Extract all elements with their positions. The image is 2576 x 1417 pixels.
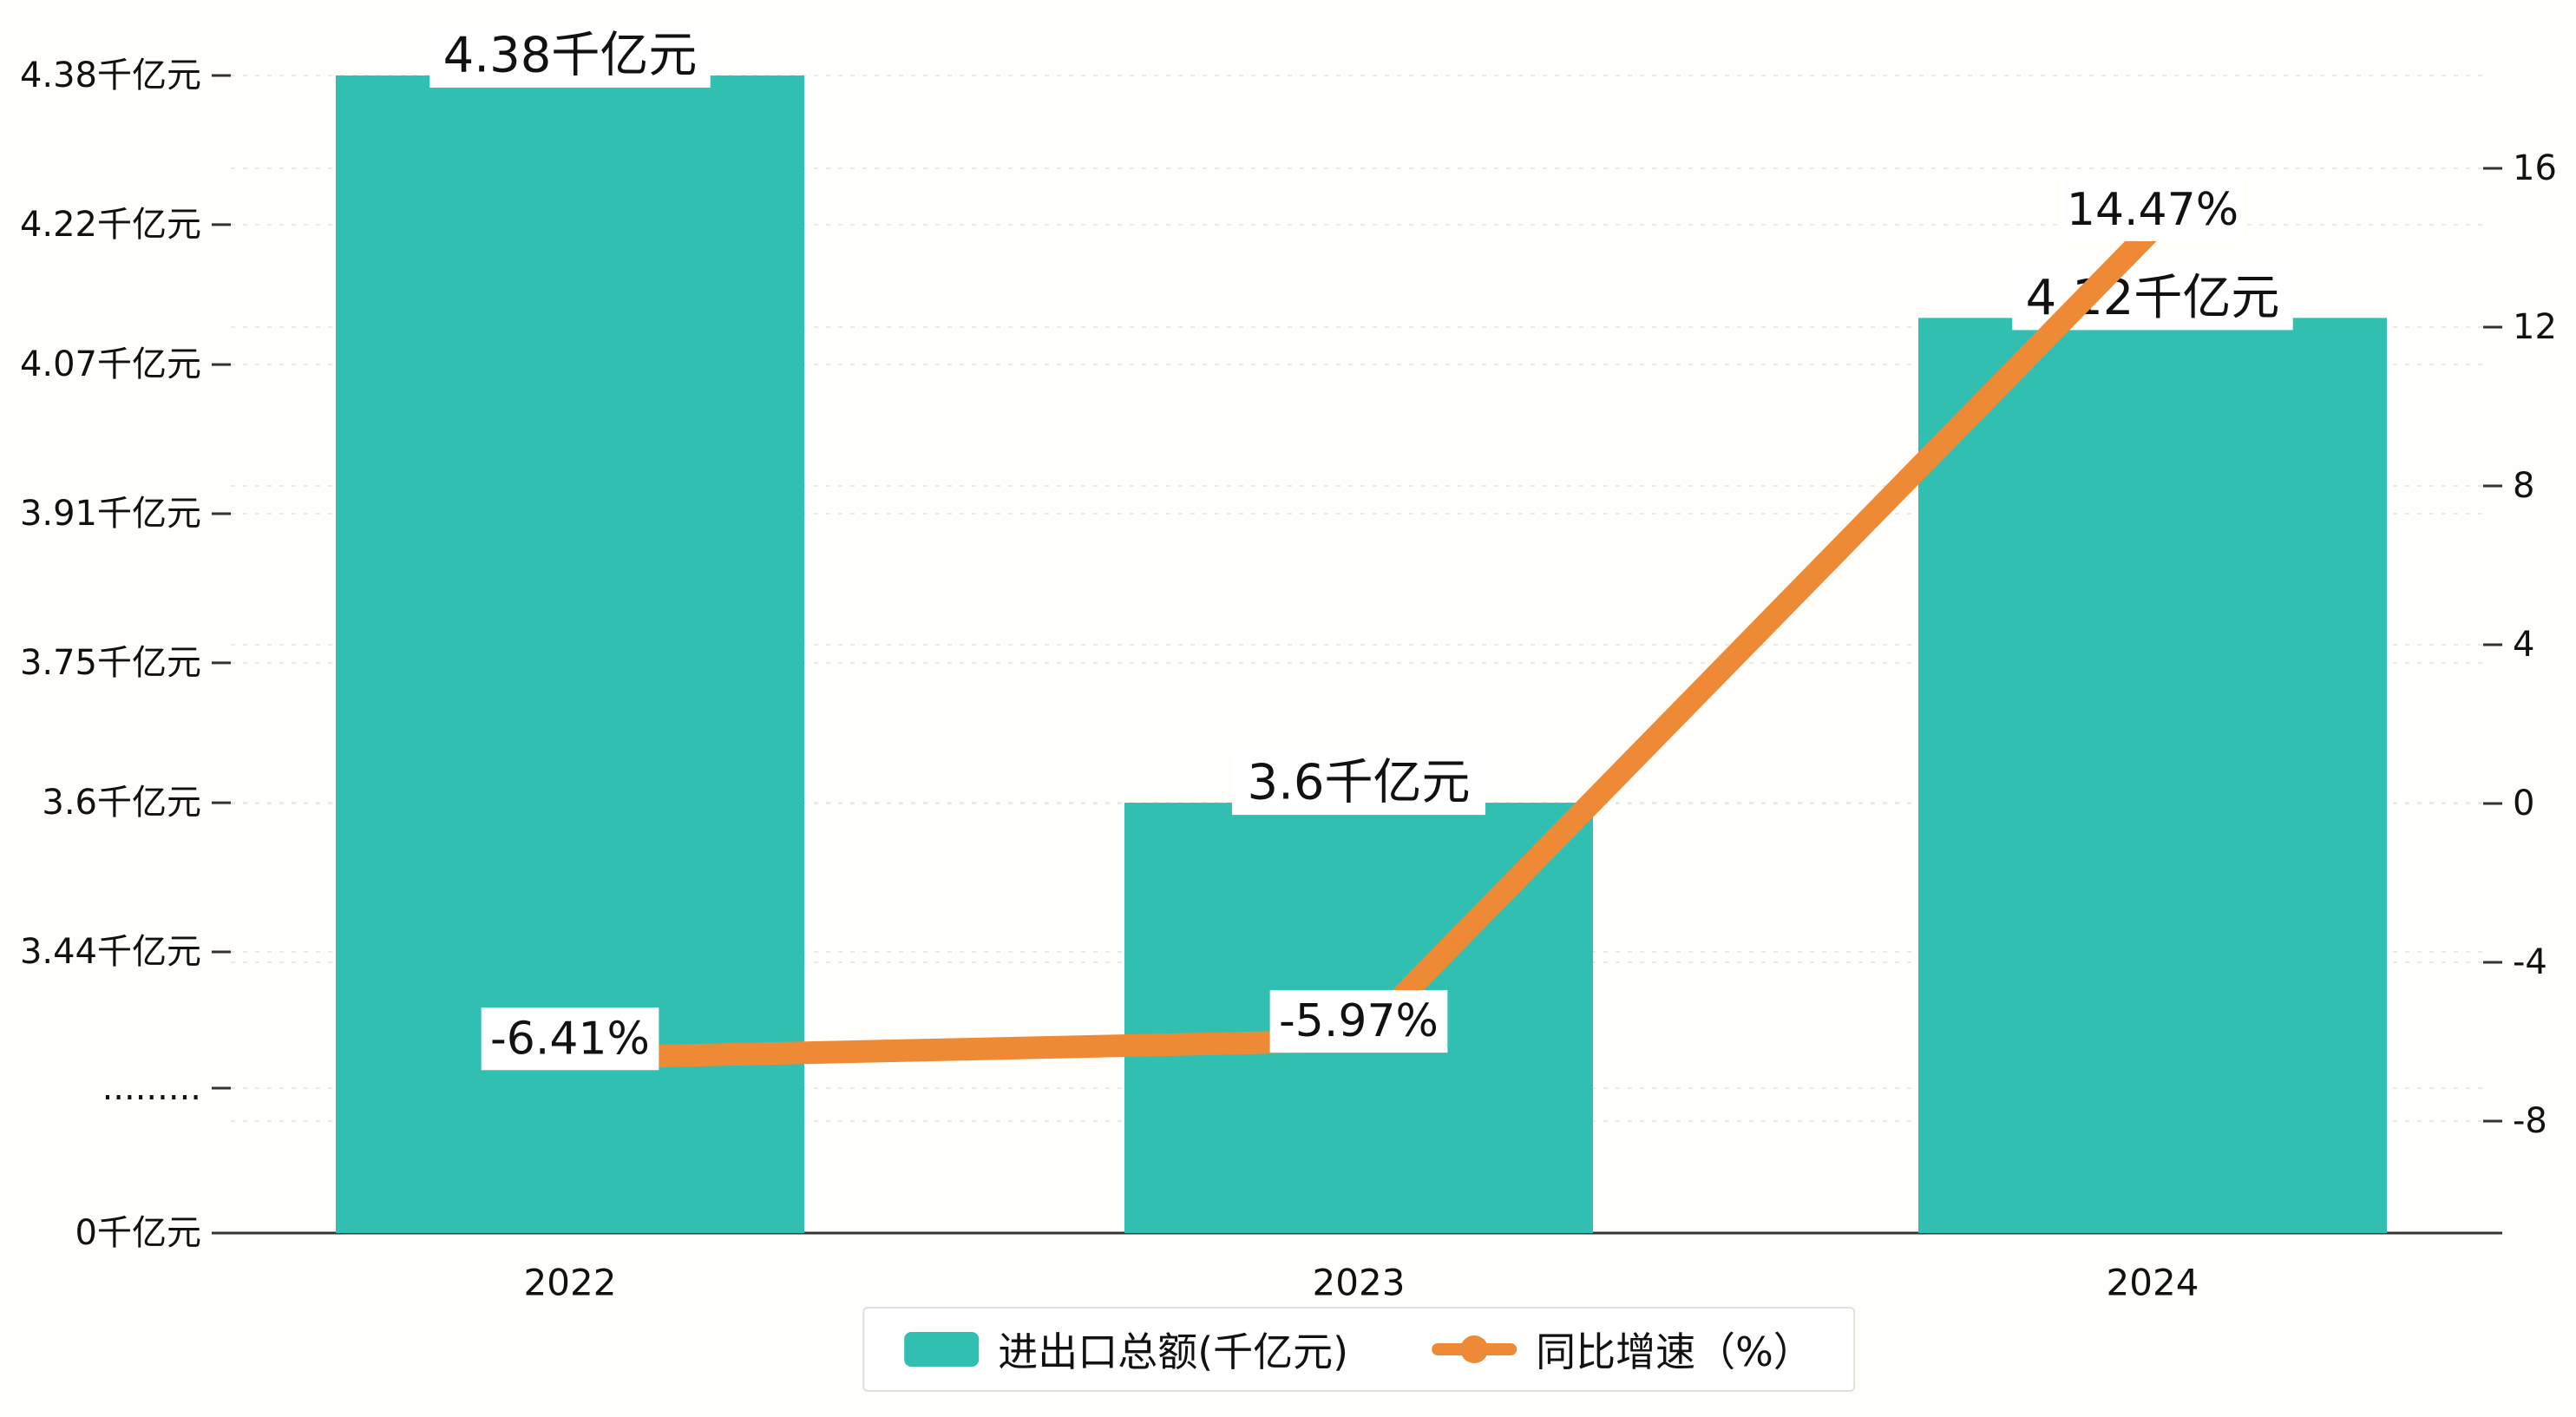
bar-value-label: 3.6千亿元: [1247, 755, 1470, 811]
right-axis-tick-label: -4: [2513, 942, 2547, 982]
left-axis-tick-label: 3.91千亿元: [20, 494, 201, 534]
bar-value-label-bg: [429, 23, 711, 88]
right-axis-tick-label: 12: [2513, 307, 2557, 347]
bar-swatch-icon: [904, 1332, 980, 1367]
line-value-label: 14.47%: [2067, 184, 2238, 236]
x-axis-label: 2023: [1313, 1262, 1406, 1304]
left-axis-tick-label: 4.38千亿元: [20, 56, 201, 95]
legend-item-growth[interactable]: 同比增速（%）: [1432, 1321, 1813, 1378]
left-axis-tick-label: 3.75千亿元: [20, 643, 201, 683]
left-axis-tick-label: .........: [102, 1068, 201, 1108]
line-value-label-bg: [1269, 990, 1448, 1053]
legend-label-growth: 同比增速（%）: [1536, 1328, 1813, 1375]
line-dot-swatch-icon: [1432, 1332, 1517, 1367]
left-axis-tick-label: 3.6千亿元: [42, 783, 201, 823]
x-axis-label: 2022: [524, 1262, 617, 1304]
line-value-label: -5.97%: [1279, 995, 1439, 1047]
dot-marker: [1460, 1335, 1489, 1363]
line-value-label-bg: [2063, 178, 2242, 241]
right-axis-tick-label: -8: [2513, 1101, 2547, 1141]
right-axis-tick-label: 0: [2513, 784, 2534, 823]
line-value-label-bg: [481, 1007, 659, 1071]
bar-value-label: 4.38千亿元: [443, 28, 698, 84]
legend: 进出口总额(千亿元) 同比增速（%）: [862, 1307, 1855, 1392]
legend-item-total[interactable]: 进出口总额(千亿元): [904, 1321, 1348, 1378]
right-axis-tick-label: 8: [2513, 466, 2534, 506]
left-axis-tick-label: 4.07千亿元: [20, 344, 201, 384]
right-axis-tick-label: 4: [2513, 625, 2534, 665]
x-axis-label: 2024: [2107, 1262, 2199, 1304]
bar-2024[interactable]: [1918, 318, 2387, 1233]
line-value-label: -6.41%: [490, 1013, 650, 1065]
right-axis-tick-label: 16: [2513, 148, 2557, 188]
legend-label-total: 进出口总额(千亿元): [998, 1328, 1349, 1375]
left-axis-tick-label: 0千亿元: [75, 1213, 201, 1253]
left-axis-tick-label: 4.22千亿元: [20, 205, 201, 245]
left-axis-tick-label: 3.44千亿元: [20, 932, 201, 972]
bar-value-label-bg: [1231, 751, 1486, 816]
